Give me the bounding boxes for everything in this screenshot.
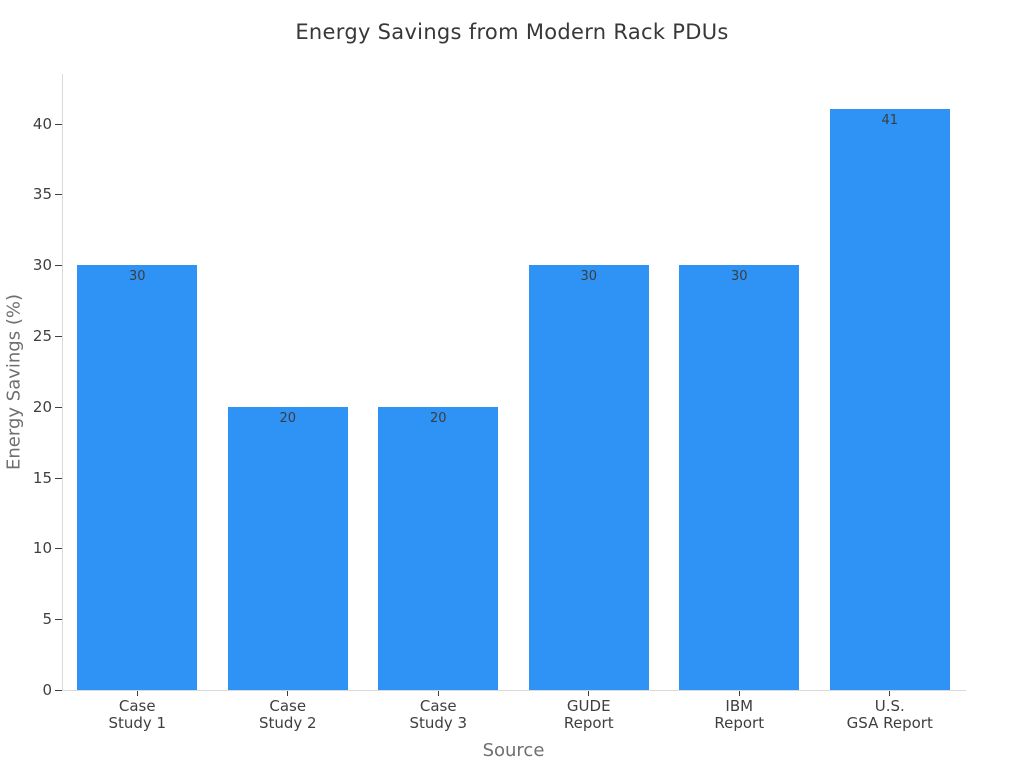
y-axis-line <box>62 74 63 691</box>
y-tick-mark <box>55 477 62 479</box>
bar: 30 <box>77 265 198 690</box>
y-tick-label: 5 <box>42 610 52 629</box>
y-tick-mark <box>55 123 62 125</box>
bar-value-label: 20 <box>279 410 297 426</box>
bar-value-label: 20 <box>429 410 447 426</box>
x-axis-line <box>62 690 966 691</box>
x-tick-label: Case Study 1 <box>108 697 167 732</box>
chart-title: Energy Savings from Modern Rack PDUs <box>295 20 729 44</box>
bar: 20 <box>227 406 348 690</box>
bar: 41 <box>829 109 950 690</box>
y-tick-label: 15 <box>32 468 52 487</box>
x-tick-label: U.S. GSA Report <box>846 697 933 732</box>
bar: 30 <box>528 265 649 690</box>
y-tick-label: 40 <box>32 114 52 133</box>
y-tick-label: 10 <box>32 539 52 558</box>
bar-value-label: 41 <box>881 113 899 129</box>
y-tick-mark <box>55 194 62 196</box>
x-tick-mark <box>588 691 590 696</box>
x-tick-label: GUDE Report <box>563 697 614 732</box>
y-tick-mark <box>55 548 62 550</box>
bar-value-label: 30 <box>730 269 748 285</box>
x-tick-mark <box>738 691 740 696</box>
y-tick-label: 0 <box>42 681 52 699</box>
bar: 30 <box>679 265 800 690</box>
y-tick-label: 30 <box>32 256 52 275</box>
y-tick-label: 25 <box>32 326 52 345</box>
x-axis-title: Source <box>482 740 545 761</box>
y-tick-mark <box>55 690 62 691</box>
bar: 20 <box>378 406 499 690</box>
x-tick-label: Case Study 2 <box>258 697 317 732</box>
y-tick-mark <box>55 265 62 267</box>
x-tick-label: Case Study 3 <box>409 697 468 732</box>
x-tick-label: IBM Report <box>714 697 765 732</box>
y-tick-mark <box>55 406 62 408</box>
bar-value-label: 30 <box>128 269 146 285</box>
x-tick-mark <box>889 691 891 696</box>
y-tick-label: 20 <box>32 397 52 416</box>
y-tick-label: 35 <box>32 185 52 204</box>
y-tick-mark <box>55 619 62 621</box>
y-tick-mark <box>55 335 62 337</box>
x-tick-mark <box>136 691 138 696</box>
x-tick-mark <box>437 691 439 696</box>
x-tick-mark <box>287 691 289 696</box>
bar-value-label: 30 <box>580 269 598 285</box>
